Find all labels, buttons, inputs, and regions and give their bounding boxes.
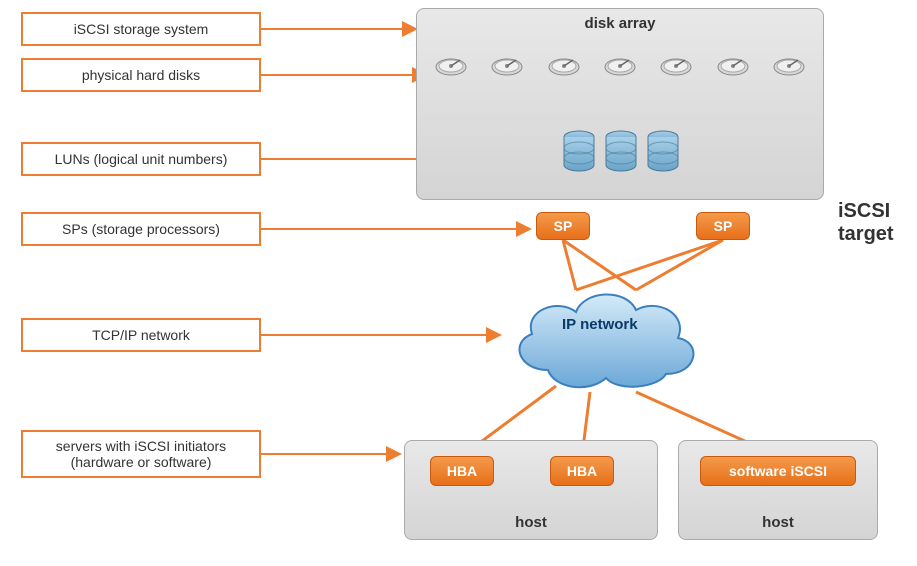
label-luns: LUNs (logical unit numbers) bbox=[21, 142, 261, 176]
disk-row bbox=[434, 56, 806, 78]
hard-disk-icon bbox=[603, 56, 637, 78]
lun-icon bbox=[562, 130, 596, 172]
software-iscsi-badge: software iSCSI bbox=[700, 456, 856, 486]
hard-disk-icon bbox=[772, 56, 806, 78]
iscsi-target-label: iSCSI target bbox=[838, 200, 894, 246]
host-panel: host bbox=[404, 440, 658, 540]
host-panel: host bbox=[678, 440, 878, 540]
ip-network-label: IP network bbox=[562, 316, 638, 333]
hard-disk-icon bbox=[716, 56, 750, 78]
label-tcpip: TCP/IP network bbox=[21, 318, 261, 352]
hba-badge: HBA bbox=[430, 456, 494, 486]
hard-disk-icon bbox=[659, 56, 693, 78]
host-title: host bbox=[679, 514, 877, 531]
label-physical-hard-disks: physical hard disks bbox=[21, 58, 261, 92]
ip-network-cloud bbox=[498, 280, 706, 403]
sp-badge: SP bbox=[696, 212, 750, 240]
hard-disk-icon bbox=[434, 56, 468, 78]
label-iscsi-storage-system: iSCSI storage system bbox=[21, 12, 261, 46]
hard-disk-icon bbox=[490, 56, 524, 78]
lun-row bbox=[562, 130, 680, 172]
label-sps: SPs (storage processors) bbox=[21, 212, 261, 246]
hard-disk-icon bbox=[547, 56, 581, 78]
sp-badge: SP bbox=[536, 212, 590, 240]
label-servers: servers with iSCSI initiators (hardware … bbox=[21, 430, 261, 478]
host-title: host bbox=[405, 514, 657, 531]
hba-badge: HBA bbox=[550, 456, 614, 486]
disk-array-title: disk array bbox=[417, 15, 823, 32]
lun-icon bbox=[646, 130, 680, 172]
lun-icon bbox=[604, 130, 638, 172]
